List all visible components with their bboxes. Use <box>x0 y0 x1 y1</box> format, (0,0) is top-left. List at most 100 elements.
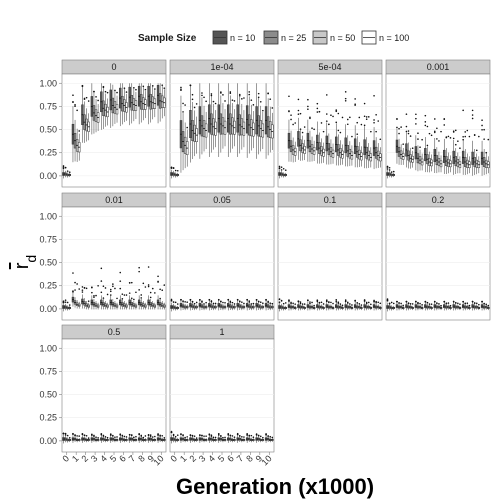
outlier-point <box>326 300 328 302</box>
x-tick-label: 5 <box>216 453 227 464</box>
outlier-point <box>335 122 337 124</box>
outlier-point <box>317 103 319 105</box>
x-tick-label: 8 <box>136 453 147 464</box>
outlier-point <box>311 302 313 304</box>
outlier-point <box>481 119 483 121</box>
outlier-point <box>462 139 464 141</box>
outlier-point <box>220 435 222 437</box>
outlier-point <box>232 302 234 304</box>
outlier-point <box>95 295 97 297</box>
outlier-point <box>478 304 480 306</box>
outlier-point <box>237 434 239 436</box>
outlier-point <box>269 302 271 304</box>
outlier-point <box>364 300 366 302</box>
outlier-point <box>323 131 325 133</box>
outlier-point <box>194 435 196 437</box>
outlier-point <box>415 301 417 303</box>
outlier-point <box>239 95 241 97</box>
outlier-point <box>472 114 474 116</box>
outlier-point <box>260 101 262 103</box>
outlier-point <box>370 131 372 133</box>
facet-strip-label: 1e-04 <box>210 62 233 72</box>
outlier-point <box>192 435 194 437</box>
y-axis-title: rd <box>11 255 39 269</box>
outlier-point <box>218 433 220 435</box>
y-tick-label: 0.75 <box>39 366 57 376</box>
outlier-point <box>103 297 105 299</box>
outlier-point <box>379 303 381 305</box>
outlier-point <box>398 133 400 135</box>
outlier-point <box>154 88 156 90</box>
outlier-point <box>211 93 213 95</box>
outlier-point <box>359 117 361 119</box>
outlier-point <box>400 303 402 305</box>
outlier-point <box>241 301 243 303</box>
outlier-point <box>356 133 358 135</box>
x-tick-label: 8 <box>244 453 255 464</box>
outlier-point <box>190 84 192 86</box>
outlier-point <box>232 435 234 437</box>
outlier-point <box>319 111 321 113</box>
outlier-point <box>256 434 258 436</box>
outlier-point <box>173 167 175 169</box>
outlier-point <box>267 93 269 95</box>
outlier-point <box>182 103 184 105</box>
outlier-point <box>148 434 150 436</box>
outlier-point <box>323 303 325 305</box>
outlier-point <box>175 302 177 304</box>
outlier-point <box>194 107 196 109</box>
outlier-point <box>349 303 351 305</box>
x-tick-label: 1 <box>178 453 189 464</box>
outlier-point <box>201 435 203 437</box>
x-tick-label: 3 <box>197 453 208 464</box>
outlier-point <box>230 435 232 437</box>
outlier-point <box>97 437 99 439</box>
outlier-point <box>269 436 271 438</box>
outlier-point <box>101 280 103 282</box>
outlier-point <box>91 434 93 436</box>
outlier-point <box>248 301 250 303</box>
facet-panel: 0.5 <box>62 325 166 452</box>
outlier-point <box>307 300 309 302</box>
outlier-point <box>199 299 201 301</box>
outlier-point <box>281 300 283 302</box>
outlier-point <box>131 434 133 436</box>
y-tick-label: 1.00 <box>39 78 57 88</box>
outlier-point <box>262 437 264 439</box>
outlier-point <box>300 128 302 130</box>
outlier-point <box>74 289 76 291</box>
outlier-point <box>387 300 389 302</box>
outlier-point <box>72 291 74 293</box>
outlier-point <box>205 302 207 304</box>
outlier-point <box>396 118 398 120</box>
outlier-point <box>375 301 377 303</box>
outlier-point <box>408 133 410 135</box>
outlier-point <box>425 115 427 117</box>
outlier-point <box>122 293 124 295</box>
outlier-point <box>379 138 381 140</box>
outlier-point <box>148 284 150 286</box>
outlier-point <box>82 85 84 87</box>
outlier-point <box>429 133 431 135</box>
outlier-point <box>290 114 292 116</box>
outlier-point <box>474 134 476 136</box>
outlier-point <box>91 292 93 294</box>
outlier-point <box>152 288 154 290</box>
outlier-point <box>332 116 334 118</box>
outlier-point <box>309 118 311 120</box>
outlier-point <box>213 303 215 305</box>
outlier-point <box>377 301 379 303</box>
outlier-point <box>143 437 145 439</box>
x-tick-label: 6 <box>117 453 128 464</box>
outlier-point <box>271 107 273 109</box>
outlier-point <box>389 303 391 305</box>
outlier-point <box>224 100 226 102</box>
outlier-point <box>396 301 398 303</box>
outlier-point <box>485 304 487 306</box>
outlier-point <box>159 298 161 300</box>
outlier-point <box>292 124 294 126</box>
outlier-point <box>103 86 105 88</box>
outlier-point <box>97 100 99 102</box>
outlier-point <box>279 301 281 303</box>
outlier-point <box>246 299 248 301</box>
